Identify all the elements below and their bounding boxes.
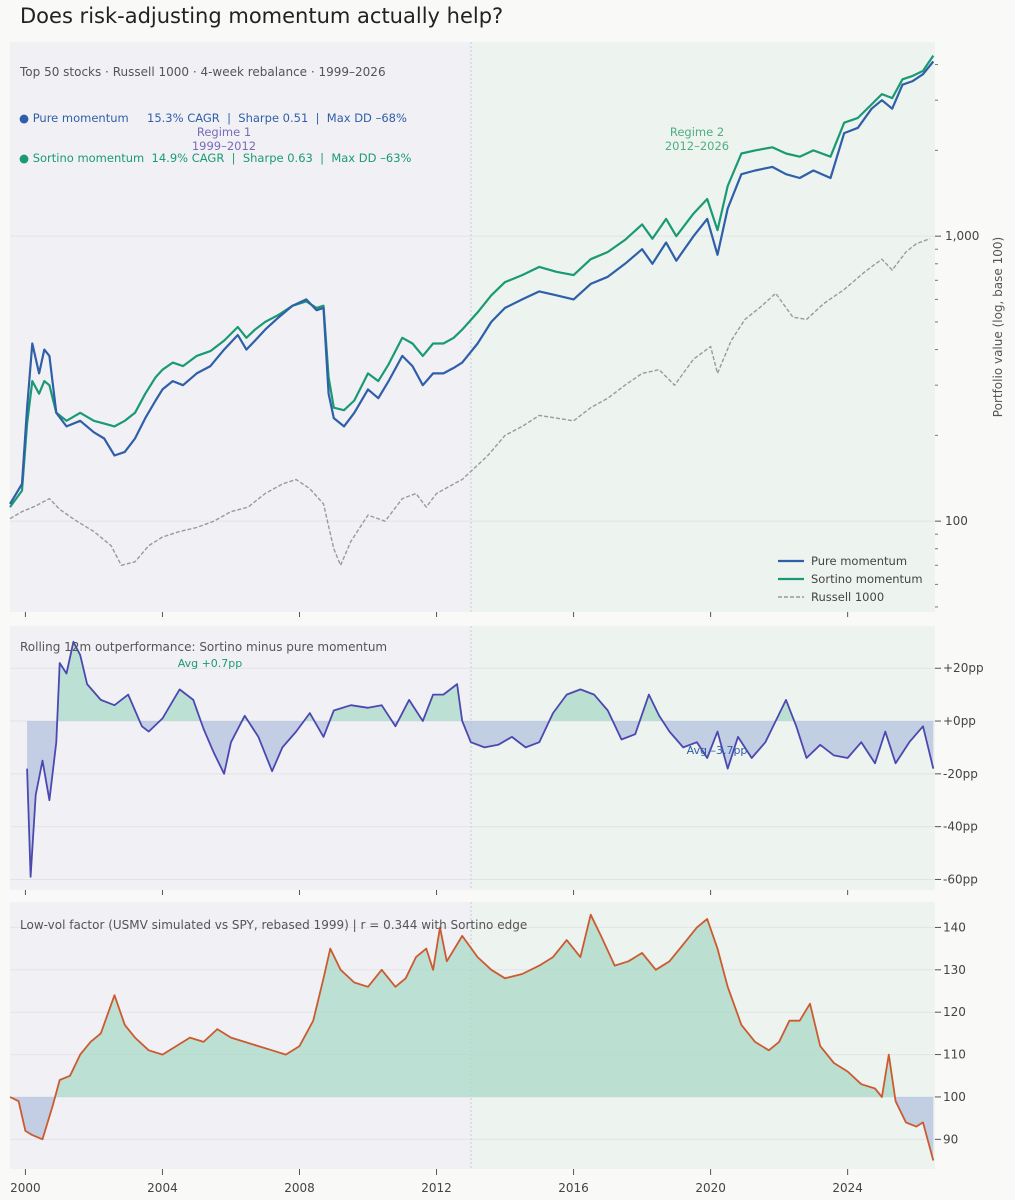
low-vol-factor-line	[9, 913, 935, 1161]
panel-portfolio: 100 1,000 Top 50 stocks · Russell 1000 · …	[9, 42, 1005, 612]
y-tick-label: 140	[943, 920, 966, 934]
regime1-background	[10, 626, 471, 890]
regime2-background	[471, 42, 935, 612]
rolling-outperformance-line	[26, 640, 935, 878]
y-tick-label: -20pp	[943, 767, 978, 781]
rolling-outperformance-positive-fill	[27, 641, 934, 722]
x-tick-label: 2008	[284, 1181, 315, 1195]
y-tick-label: 1,000	[945, 229, 979, 243]
regime1-label: Regime 1	[197, 125, 251, 139]
legend: Pure momentum Sortino momentum Russell 1…	[778, 554, 923, 604]
sortino-momentum-line	[9, 54, 935, 508]
regime2-label: Regime 2	[670, 125, 724, 139]
page-title: Does risk-adjusting momentum actually he…	[20, 4, 504, 28]
y-axis-label: Portfolio value (log, base 100)	[991, 237, 1005, 417]
x-tick-label: 2020	[695, 1181, 726, 1195]
y-tick-label: -60pp	[943, 872, 978, 886]
regime1-years: 1999–2012	[192, 139, 256, 153]
x-tick-label: 2004	[147, 1181, 178, 1195]
y-tick-label: 120	[943, 1005, 966, 1019]
panel3-subtitle: Low-vol factor (USMV simulated vs SPY, r…	[20, 918, 527, 932]
x-tick-label: 2012	[421, 1181, 452, 1195]
legend-benchmark-label: Russell 1000	[811, 590, 884, 604]
legend-sortino-label: Sortino momentum	[811, 572, 923, 586]
low-vol-factor-positive-fill	[55, 914, 895, 1097]
panel1-subtitle: Top 50 stocks · Russell 1000 · 4-week re…	[19, 65, 386, 79]
rolling-outperformance-negative-fill	[27, 721, 934, 877]
y-tick-label: 90	[943, 1132, 958, 1146]
y-tick-label: 100	[945, 514, 968, 528]
regime2-background	[471, 626, 935, 890]
x-axis: 2000 2004 2008 2012 2016 2020 2024	[10, 612, 863, 1195]
panel-rolling: +20pp +0pp -20pp -40pp -60pp Rolling 12m out…	[10, 626, 984, 890]
russell-1000-line	[9, 238, 931, 566]
panel2-subtitle: Rolling 12m outperformance: Sortino minu…	[20, 640, 387, 654]
y-tick-label: +0pp	[943, 714, 976, 728]
x-tick-label: 2024	[832, 1181, 863, 1195]
legend-pure-label: Pure momentum	[811, 554, 907, 568]
x-tick-label: 2016	[558, 1181, 589, 1195]
y-tick-label: 130	[943, 963, 966, 977]
panel-lowvol: 140 130 120 110 100 90 Low-vol factor (USMV s…	[9, 902, 966, 1169]
y-tick-label: -40pp	[943, 820, 978, 834]
regime1-background	[10, 42, 471, 612]
sortino-stats: ● Sortino momentum 14.9% CAGR | Sharpe 0…	[19, 151, 412, 165]
pure-momentum-line	[9, 60, 935, 505]
y-tick-label: +20pp	[943, 661, 984, 675]
x-tick-label: 2000	[10, 1181, 41, 1195]
y-tick-label: 100	[943, 1090, 966, 1104]
pure-stats: ● Pure momentum 15.3% CAGR | Sharpe 0.51…	[19, 111, 407, 125]
avg-regime1: Avg +0.7pp	[178, 657, 243, 670]
y-tick-label: 110	[943, 1048, 966, 1062]
avg-regime2: Avg –3.7pp	[687, 744, 748, 757]
regime2-years: 2012–2026	[665, 139, 729, 153]
